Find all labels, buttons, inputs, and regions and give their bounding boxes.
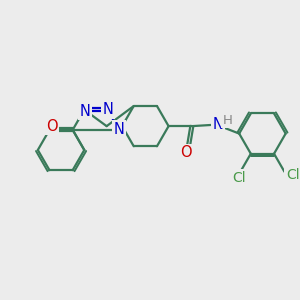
Text: N: N [212, 117, 223, 132]
Text: O: O [180, 146, 192, 160]
Text: N: N [103, 102, 114, 117]
Text: N: N [114, 122, 124, 137]
Text: N: N [80, 104, 90, 119]
Text: Cl: Cl [232, 171, 246, 185]
Text: Cl: Cl [286, 168, 300, 182]
Text: O: O [46, 119, 58, 134]
Text: H: H [223, 114, 232, 127]
